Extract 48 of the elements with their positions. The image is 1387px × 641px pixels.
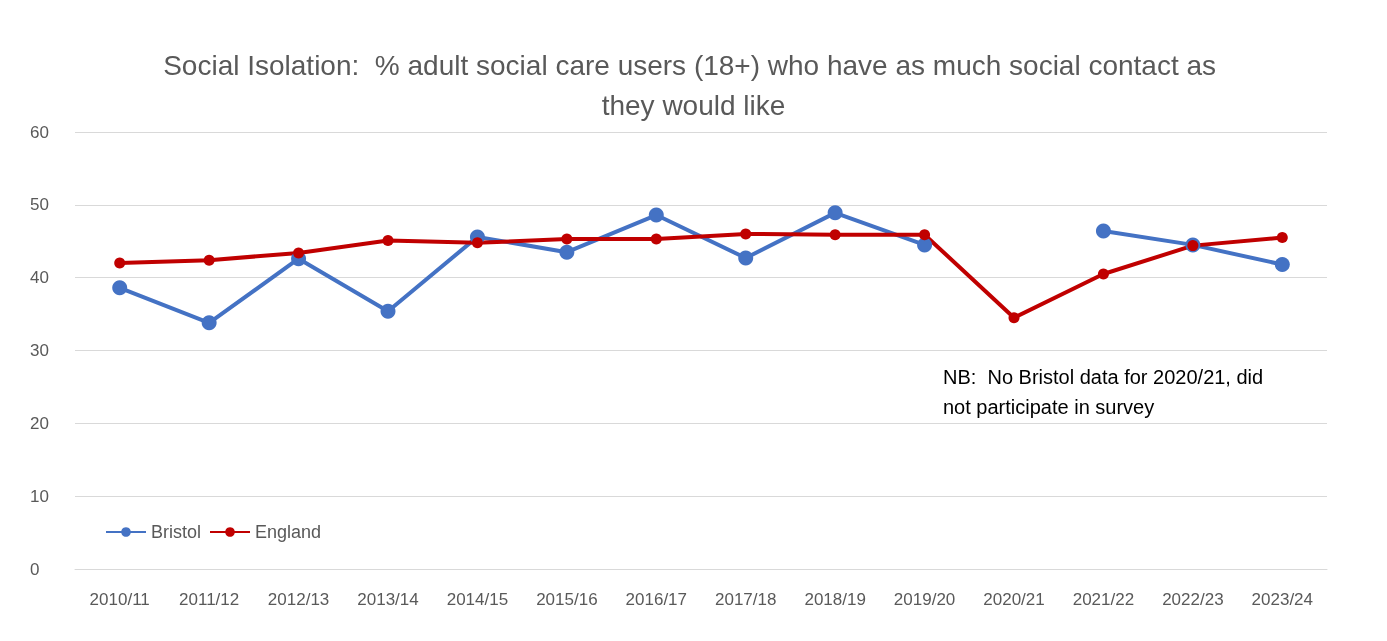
point — [559, 244, 575, 260]
point — [561, 233, 573, 245]
point — [293, 247, 305, 259]
point — [201, 315, 217, 331]
x-tick-label: 2021/22 — [1072, 590, 1135, 609]
point — [648, 207, 664, 223]
x-tick-label: 2016/17 — [625, 590, 688, 609]
x-tick-label: 2019/20 — [893, 590, 956, 609]
legend-label: England — [255, 522, 322, 542]
y-tick-label: 0 — [30, 559, 40, 579]
point — [1097, 268, 1109, 280]
chart-title: Social Isolation: % adult social care users (18+) who have as much social contact as they would like — [163, 49, 1224, 121]
y-tick-label: 10 — [30, 486, 49, 506]
point — [1095, 223, 1111, 239]
y-tick-label: 40 — [30, 268, 49, 288]
annotation: NB: No Bristol data for 2020/21, did not participate in survey — [943, 365, 1265, 420]
point — [1276, 232, 1288, 244]
y-tick-label: 60 — [30, 122, 49, 142]
y-tick-label: 50 — [30, 195, 49, 215]
point — [380, 303, 396, 319]
x-tick-label: 2017/18 — [714, 590, 777, 609]
point — [114, 257, 126, 269]
point — [829, 229, 841, 241]
y-tick-label: 30 — [30, 341, 49, 360]
point — [650, 233, 662, 245]
x-tick-label: 2020/21 — [983, 590, 1045, 609]
x-tick-label: 2023/24 — [1251, 590, 1314, 609]
point — [1274, 257, 1290, 273]
point — [827, 205, 843, 221]
x-tick-label: 2022/23 — [1162, 590, 1224, 609]
y-tick-label: 20 — [30, 413, 49, 433]
point — [1008, 312, 1020, 324]
x-tick-label: 2011/12 — [179, 590, 240, 609]
point — [203, 254, 215, 266]
x-tick-label: 2014/15 — [446, 590, 509, 609]
point — [382, 235, 394, 247]
point — [740, 228, 752, 240]
x-tick-label: 2010/11 — [89, 590, 150, 609]
x-tick-label: 2012/13 — [267, 590, 330, 609]
point — [471, 237, 483, 249]
point — [112, 280, 128, 296]
x-tick-label: 2015/16 — [536, 590, 598, 609]
x-tick-label: 2018/19 — [804, 590, 866, 609]
point — [917, 237, 933, 253]
x-tick-label: 2013/14 — [357, 590, 419, 609]
point — [738, 250, 754, 266]
legend-label: Bristol — [151, 522, 202, 542]
point — [919, 229, 931, 241]
